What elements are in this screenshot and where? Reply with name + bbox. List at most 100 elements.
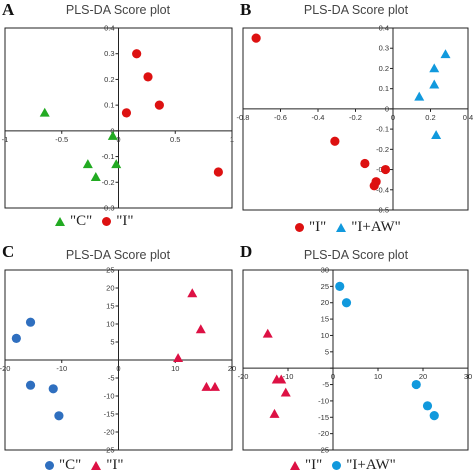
data-point-circle <box>213 167 223 177</box>
y-tick-label: 0 <box>110 126 114 135</box>
legend-label: "C" <box>70 213 93 229</box>
legend-label: "I" <box>116 213 134 229</box>
y-tick-label: -0.4 <box>376 185 389 194</box>
y-tick-label: 15 <box>321 315 329 324</box>
data-point-triangle <box>429 63 440 73</box>
x-tick-label: 30 <box>464 372 472 381</box>
data-point-triangle <box>107 130 118 140</box>
legend-item: "C" <box>45 457 81 474</box>
circle-marker-icon <box>102 217 112 226</box>
data-point-circle <box>429 411 439 421</box>
data-point-circle <box>341 298 352 308</box>
data-point-triangle <box>187 288 198 298</box>
panel-letter: D <box>240 242 253 261</box>
y-tick-label: -5 <box>108 374 115 383</box>
y-tick-label: 0.1 <box>104 101 114 110</box>
panel-letter: C <box>2 242 15 261</box>
plot-frame <box>242 269 469 451</box>
data-point-triangle <box>82 159 93 169</box>
y-tick-label: -0.1 <box>376 125 389 134</box>
y-tick-label: -25 <box>104 446 115 455</box>
y-tick-label: 0.4 <box>379 24 389 33</box>
data-point-circle <box>330 136 340 146</box>
chart-title: PLS-DA Score plot <box>303 3 409 17</box>
data-point-circle <box>11 333 21 343</box>
data-point-triangle <box>201 381 212 391</box>
data-point-circle <box>369 181 379 191</box>
data-point-triangle <box>195 324 206 334</box>
data-point-triangle <box>280 387 291 397</box>
score-plot-a: -1 -0.5 0 0.5 1-0.3-0.2-0.100.10.20.30.4 <box>2 24 234 213</box>
x-tick-label: 0 <box>331 372 335 381</box>
x-tick-label: -10 <box>56 364 67 373</box>
y-tick-label: 0.3 <box>104 49 114 58</box>
y-tick-label: -10 <box>318 396 329 405</box>
legend-item: "I" <box>91 457 124 474</box>
data-point-circle <box>25 317 36 327</box>
panel-letter: A <box>2 0 15 19</box>
y-tick-label: -15 <box>104 410 115 419</box>
plot-frame <box>242 27 469 211</box>
legend-label: "I+AW" <box>351 219 401 235</box>
data-point-circle <box>360 158 370 169</box>
data-point-circle <box>132 49 142 59</box>
data-point-circle <box>251 33 261 43</box>
x-tick-label: -0.6 <box>274 113 287 122</box>
x-tick-label: 10 <box>374 372 382 381</box>
legend-label: "I" <box>106 457 124 473</box>
data-point-triangle <box>90 172 101 181</box>
data-point-circle <box>411 379 421 390</box>
y-tick-label: -0.3 <box>102 204 115 213</box>
legend-b: "I" "I+AW" <box>295 219 401 236</box>
y-tick-label: -0.2 <box>376 145 389 154</box>
circle-marker-icon <box>45 461 54 470</box>
x-tick-label: 0 <box>116 364 120 373</box>
y-tick-label: -5 <box>322 380 329 389</box>
legend-label: "C" <box>59 457 82 473</box>
y-tick-label: -25 <box>318 446 329 455</box>
data-point-circle <box>154 100 164 110</box>
x-tick-label: -0.2 <box>349 113 362 122</box>
data-point-triangle <box>209 381 220 391</box>
data-point-triangle <box>429 79 440 89</box>
x-tick-label: 1 <box>230 135 234 144</box>
data-point-circle <box>422 401 433 411</box>
y-tick-label: 0 <box>385 104 389 113</box>
legend-label: "I" <box>309 219 327 235</box>
x-tick-label: 0 <box>116 135 120 144</box>
y-tick-label: 25 <box>321 282 329 291</box>
y-tick-label: 0.3 <box>379 44 389 53</box>
data-point-triangle <box>414 91 425 101</box>
legend-item: "I" <box>295 219 326 236</box>
y-tick-label: 30 <box>321 266 329 275</box>
data-point-circle <box>380 164 391 175</box>
y-tick-label: 0.4 <box>104 24 114 33</box>
y-tick-label: 15 <box>106 302 114 311</box>
x-tick-label: 0 <box>391 113 395 122</box>
chart-title: PLS-DA Score plot <box>303 248 409 262</box>
data-point-triangle <box>39 107 50 117</box>
data-point-circle <box>54 411 64 421</box>
triangle-marker-icon <box>91 461 102 470</box>
x-tick-label: -0.4 <box>312 113 325 122</box>
circle-marker-icon <box>295 223 304 232</box>
y-tick-label: -0.5 <box>376 206 389 215</box>
data-point-circle <box>335 281 345 291</box>
legend-label: "I+AW" <box>346 457 396 473</box>
data-point-triangle <box>440 49 451 59</box>
x-tick-label: -1 <box>2 135 9 144</box>
y-tick-label: 20 <box>321 298 329 307</box>
x-tick-label: -20 <box>0 364 10 373</box>
y-tick-label: 25 <box>106 266 114 275</box>
x-tick-label: 20 <box>228 364 236 373</box>
legend-label: "I" <box>305 457 323 473</box>
data-point-circle <box>48 384 58 394</box>
data-point-triangle <box>173 353 184 363</box>
y-tick-label: -20 <box>104 428 115 437</box>
y-tick-label: -15 <box>318 413 329 422</box>
y-tick-label: -10 <box>104 392 115 401</box>
x-tick-label: 0.5 <box>170 135 180 144</box>
legend-item: "I" <box>102 213 134 230</box>
x-tick-label: -10 <box>283 372 294 381</box>
chart-title: PLS-DA Score plot <box>65 3 171 17</box>
